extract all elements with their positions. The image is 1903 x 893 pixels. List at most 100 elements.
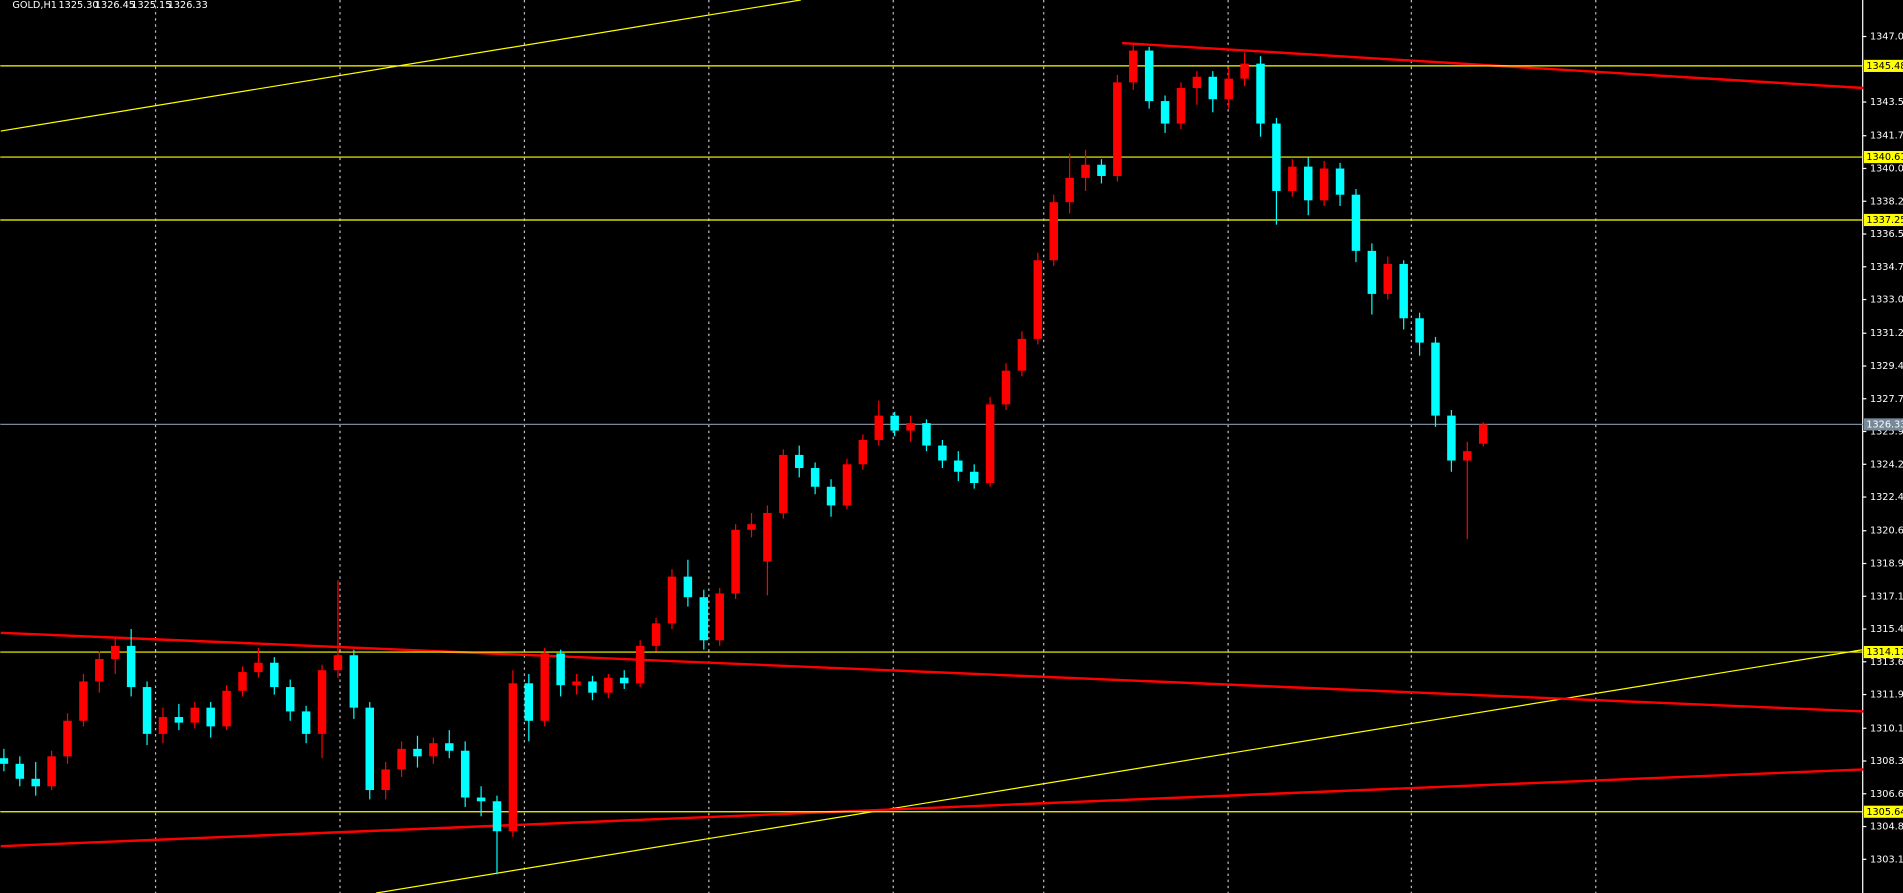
y-tick-label: 1336.50 (1870, 229, 1903, 240)
y-tick-label: 1340.00 (1870, 163, 1903, 174)
y-tick-label: 1331.20 (1870, 328, 1903, 339)
candle-body (1144, 50, 1154, 102)
candle-body (47, 756, 56, 787)
y-tick-label: 1322.45 (1870, 492, 1903, 503)
candle-body (938, 445, 947, 461)
candle-body (31, 778, 40, 787)
bid-label: 1326.33 (1866, 419, 1903, 430)
y-tick-label: 1318.90 (1870, 559, 1903, 570)
candle-body (111, 645, 120, 659)
chart-header: GOLD,H1 1325.30 1326.45 1325.15 1326.33 (12, 0, 207, 11)
y-tick-label: 1325.95 (1870, 427, 1903, 438)
candle-body (779, 454, 788, 513)
bid-label-box (1863, 418, 1903, 431)
y-tick-label: 1347.05 (1870, 32, 1903, 43)
candle-body (1001, 370, 1011, 405)
y-tick-label: 1304.85 (1870, 822, 1903, 833)
candle-body (1383, 263, 1393, 294)
candle-body (540, 653, 549, 721)
candle-body (1081, 164, 1090, 178)
candle-body (1288, 166, 1297, 191)
y-tick-label: 1317.15 (1870, 591, 1903, 602)
candle-body (1240, 63, 1249, 79)
candle-body (142, 687, 152, 734)
candle-body (15, 763, 25, 779)
candle-body (1049, 202, 1058, 261)
candle-body (651, 623, 661, 646)
candle-body (349, 655, 359, 708)
candle-body (1065, 177, 1074, 203)
y-tick-label: 1334.75 (1870, 262, 1903, 273)
candle-body (1097, 164, 1106, 176)
candle-body (1303, 166, 1313, 201)
candle-body (524, 683, 534, 721)
candle-body (572, 681, 581, 686)
y-tick-label: 1329.45 (1870, 361, 1903, 372)
candle-body (954, 460, 963, 472)
header-open: 1325.30 (59, 0, 99, 11)
candle-body (190, 707, 200, 723)
level-label: 1345.48 (1866, 61, 1903, 72)
candle-body (1256, 63, 1265, 124)
candle-body (365, 707, 374, 791)
candle-body (158, 717, 168, 734)
candle-body (301, 711, 311, 734)
candle-body (492, 801, 502, 832)
candle-body (333, 655, 343, 671)
candle-body (1463, 451, 1472, 461)
candle-body (270, 662, 279, 688)
candle-body (763, 512, 772, 562)
level-label-box (1863, 213, 1903, 227)
candle-body (842, 464, 852, 506)
chart-title: GOLD,H1 (12, 0, 57, 11)
y-tick-label: 1327.70 (1870, 394, 1903, 405)
candle-body (747, 524, 756, 530)
candle-body (699, 597, 709, 641)
y-tick-label: 1338.25 (1870, 196, 1903, 207)
candle-body (460, 750, 470, 798)
candle-body (1335, 168, 1345, 195)
candle-body (413, 748, 422, 757)
candle-body (1113, 82, 1122, 176)
y-tick-label: 1311.90 (1870, 690, 1903, 701)
candle-body (429, 743, 438, 757)
candle-body (381, 769, 390, 791)
candle-body (683, 576, 693, 598)
trendline (376, 649, 1864, 893)
candle-body (620, 677, 629, 684)
y-tick-label: 1343.55 (1870, 97, 1903, 108)
candle-body (922, 423, 931, 446)
candle-body (1431, 342, 1440, 416)
level-label: 1340.61 (1866, 152, 1903, 163)
candle-body (1367, 250, 1377, 294)
candle-body (906, 423, 915, 431)
candle-body (1208, 76, 1218, 100)
candle-body (588, 681, 597, 693)
candle-body (1017, 338, 1027, 371)
candle-body (63, 720, 72, 757)
candle-body (1478, 424, 1488, 444)
candle-body (1351, 194, 1361, 251)
candle-body (858, 439, 868, 465)
y-tick-label: 1313.65 (1870, 657, 1903, 668)
y-tick-label: 1310.10 (1870, 723, 1903, 734)
candle-body (1415, 318, 1424, 343)
candle-body (1160, 101, 1170, 124)
candle-body (397, 748, 406, 770)
candle-body (1192, 76, 1202, 88)
candle-body (826, 486, 836, 506)
candle-body (254, 662, 263, 673)
level-label: 1314.17 (1866, 647, 1903, 658)
candle-body (1447, 415, 1456, 461)
header-close: 1326.33 (168, 0, 208, 11)
y-tick-label: 1306.60 (1870, 789, 1903, 800)
level-label-box (1863, 151, 1903, 164)
candle-body (79, 681, 88, 721)
candle-body (635, 645, 645, 684)
candle-body (985, 404, 995, 484)
candle-body (285, 687, 295, 712)
y-tick-label: 1315.40 (1870, 624, 1903, 635)
candle-body (445, 743, 454, 751)
